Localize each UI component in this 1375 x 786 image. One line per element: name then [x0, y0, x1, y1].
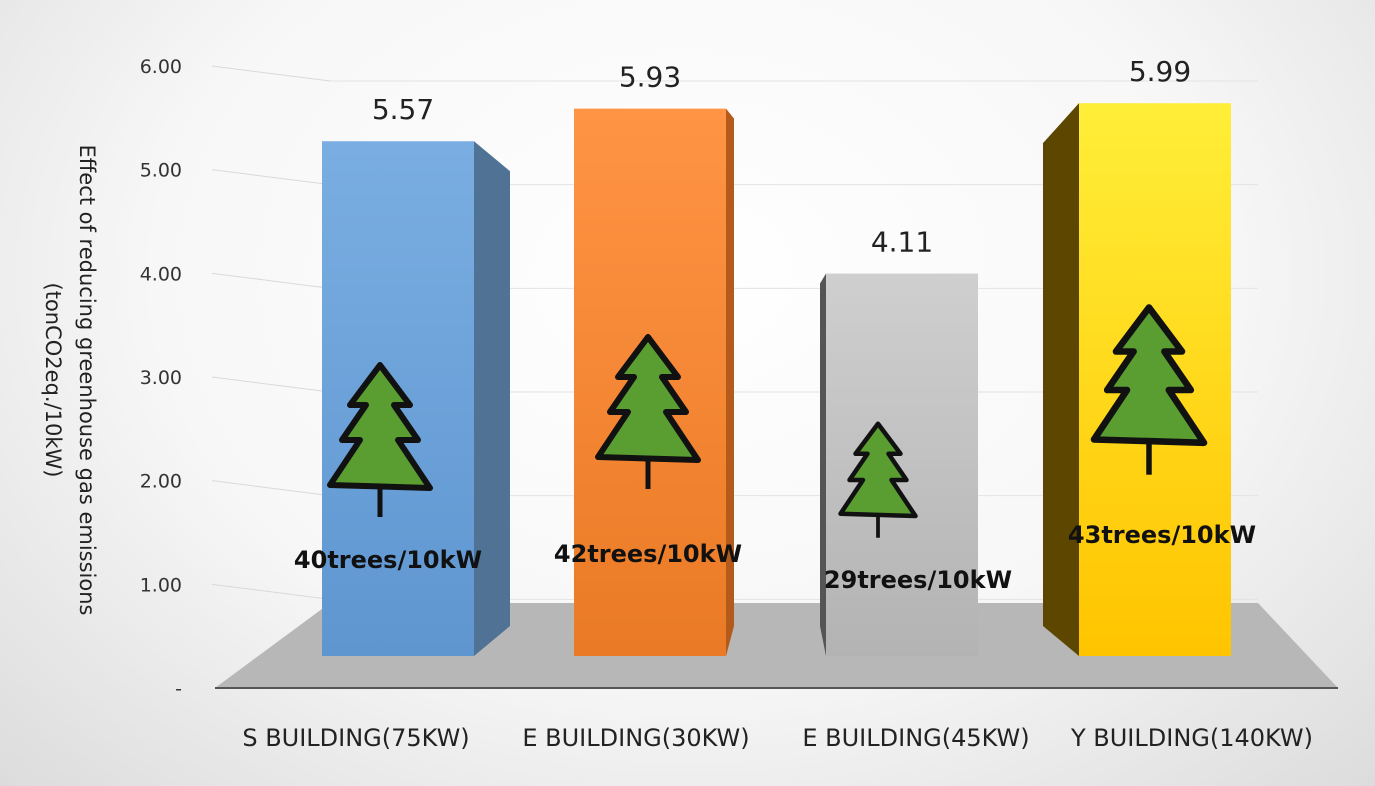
bar: 4.11 29trees/10kW [820, 226, 1012, 656]
trees-annotation: 42trees/10kW [554, 540, 742, 568]
bar-side [1043, 103, 1079, 656]
y-tick-label: 2.00 [140, 471, 182, 493]
bar-side [820, 273, 826, 656]
gridline [211, 480, 331, 497]
tree-icon [838, 421, 918, 538]
bar-side [726, 108, 734, 656]
bar: 5.99 43trees/10kW [1043, 55, 1256, 656]
category-labels: S BUILDING(75KW) E BUILDING(30KW) E BUILDI… [242, 724, 1313, 752]
category-label: S BUILDING(75KW) [242, 724, 469, 752]
y-tick-label: 1.00 [140, 574, 182, 596]
category-label: E BUILDING(45KW) [802, 724, 1029, 752]
bar-side [474, 141, 510, 657]
bars: 5.57 40trees/10kW 5.93 42trees/10kW 4.11 29tr… [294, 55, 1256, 657]
tree-icon [595, 334, 701, 489]
value-label: 5.93 [619, 61, 681, 94]
bar-front [826, 273, 978, 656]
category-label: Y BUILDING(140KW) [1070, 724, 1313, 752]
y-axis-title: Effect of reducing greenhouse gas emissi… [41, 145, 99, 616]
y-tick-label: - [175, 678, 182, 700]
tree-icon [1090, 304, 1208, 475]
trees-annotation: 29trees/10kW [824, 566, 1012, 594]
gridline [211, 169, 331, 186]
gridline [211, 376, 331, 393]
y-tick-labels: - 1.00 2.00 3.00 4.00 5.00 6.00 [140, 56, 182, 700]
gridline [211, 272, 331, 289]
y-tick-label: 6.00 [140, 56, 182, 78]
y-axis-title-line-2: (tonCO2eq./10kW) [41, 283, 65, 478]
category-label: E BUILDING(30KW) [522, 724, 749, 752]
y-axis-title-line-1: Effect of reducing greenhouse gas emissi… [75, 145, 99, 616]
trees-annotation: 43trees/10kW [1068, 521, 1256, 549]
value-label: 5.57 [372, 93, 434, 126]
value-label: 4.11 [871, 226, 933, 259]
value-label: 5.99 [1129, 55, 1191, 88]
trees-annotation: 40trees/10kW [294, 546, 482, 574]
y-tick-label: 3.00 [140, 367, 182, 389]
tree-icon [327, 362, 433, 517]
bar: 5.93 42trees/10kW [554, 61, 742, 656]
gridline [211, 583, 331, 600]
y-tick-label: 4.00 [140, 263, 182, 285]
y-tick-label: 5.00 [140, 160, 182, 182]
gridline [211, 65, 331, 82]
bar: 5.57 40trees/10kW [294, 93, 510, 657]
